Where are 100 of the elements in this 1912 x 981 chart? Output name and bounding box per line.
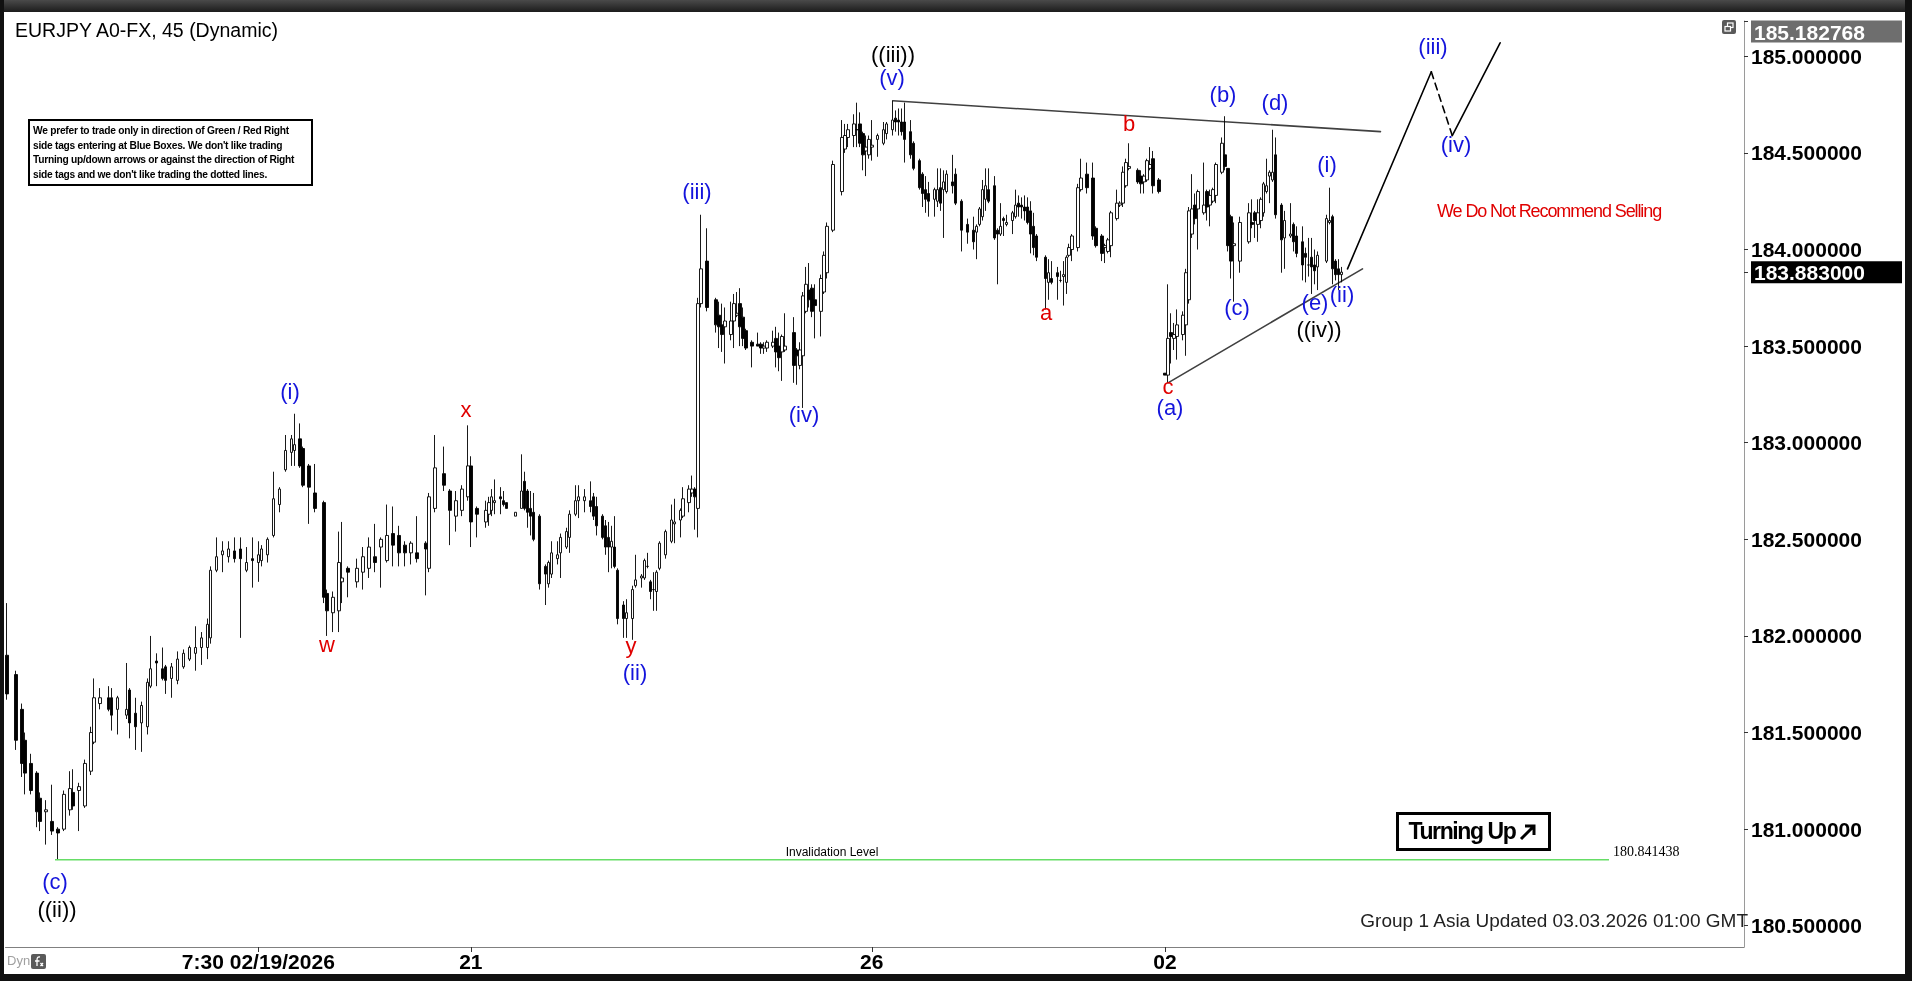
candlestick [595, 496, 598, 536]
candlestick [1280, 202, 1283, 274]
candlestick [738, 287, 742, 347]
candlestick [83, 759, 87, 809]
candlestick [723, 307, 727, 364]
annotation: w [319, 632, 335, 657]
candlestick [454, 490, 458, 533]
annotation: (c) [42, 869, 68, 894]
candlestick [1316, 251, 1319, 291]
candlestick [1256, 198, 1260, 243]
candlestick [313, 463, 317, 513]
annotation: (iv) [1440, 132, 1472, 157]
candlestick [607, 521, 610, 573]
candlestick [1029, 200, 1032, 254]
candlestick [750, 339, 754, 368]
candlestick [855, 102, 859, 148]
y-tick-label: 184.500000 [1751, 141, 1862, 165]
candlestick [625, 598, 628, 639]
candlestick [1085, 162, 1089, 194]
annotation: (iv) [788, 402, 820, 427]
candlestick [403, 540, 407, 567]
candlestick [634, 554, 637, 589]
candlestick [346, 565, 350, 598]
candlestick [155, 652, 158, 687]
text: Dyn [7, 953, 31, 969]
candlestick [559, 533, 562, 579]
y-tick-label: 184.000000 [1751, 238, 1862, 262]
candlestick [762, 341, 766, 355]
annotation: (iii) [682, 179, 712, 204]
candlestick [538, 513, 541, 591]
candlestick [391, 506, 395, 567]
candlestick [284, 434, 287, 473]
candlestick [251, 536, 254, 589]
candlestick [62, 790, 66, 832]
candlestick [484, 500, 488, 529]
candlestick [1139, 169, 1143, 194]
candlestick [792, 316, 796, 384]
annotation: ((ii)) [37, 897, 77, 922]
candlestick [5, 602, 9, 701]
candlestick [960, 198, 963, 252]
candlestick [717, 301, 721, 349]
candlestick [475, 506, 479, 538]
candlestick [227, 540, 230, 563]
candlestick [188, 645, 191, 662]
y-tick-label: 181.500000 [1751, 721, 1862, 745]
candlestick [307, 463, 311, 525]
candlestick [532, 492, 535, 542]
annotation: y [625, 633, 637, 658]
annotation: (b) [1209, 82, 1237, 107]
candlestick [1151, 150, 1155, 194]
annotation: (iii) [1418, 34, 1448, 59]
candlestick [924, 175, 927, 214]
candlestick [1247, 202, 1251, 245]
candlestick [1070, 233, 1074, 262]
candlestick [221, 540, 224, 573]
candlestick [1023, 194, 1026, 221]
candlestick [1166, 283, 1170, 384]
candlestick [110, 687, 113, 732]
candlestick [897, 108, 900, 136]
candlestick [272, 471, 275, 538]
candlestick [29, 753, 33, 795]
candlestick [245, 546, 248, 573]
annotation: We prefer to trade only in direction of Green / Red Right side tags entering at Blue Boxes. We don't like trading Turning up/down arrows or against the direction of Right side tags and we don't like trading the dotted lines. [33, 123, 296, 182]
candlestick [68, 770, 72, 817]
candlestick [864, 135, 868, 177]
candlestick [233, 536, 236, 563]
annotation: (i) [1317, 152, 1337, 177]
candlestick [577, 484, 580, 519]
candlestick [1175, 308, 1179, 361]
candlestick [520, 453, 523, 509]
candlestick [355, 558, 359, 589]
candlestick [448, 488, 452, 546]
annotation: x [460, 397, 472, 422]
candlestick [98, 687, 102, 710]
candlestick [35, 770, 39, 828]
candlestick [831, 160, 835, 233]
candlestick [44, 799, 48, 846]
y-tick-label: 183.883000 [1754, 261, 1865, 285]
candlestick [1109, 210, 1113, 258]
candlestick [1301, 225, 1304, 281]
candlestick [278, 486, 281, 513]
ref-line-label: Invalidation Level [785, 844, 879, 859]
candlestick [415, 515, 419, 563]
candlestick [1214, 162, 1218, 204]
annotation: (ii) [622, 660, 648, 685]
candlestick [116, 695, 119, 735]
candlestick [1157, 177, 1161, 194]
candlestick [840, 119, 844, 196]
candlestick [14, 670, 18, 751]
annotation: (c) [1224, 295, 1250, 320]
candlestick [176, 650, 179, 685]
annotation: (e) [1301, 290, 1329, 315]
candlestick [373, 523, 377, 573]
candlestick [442, 446, 446, 492]
candlestick [705, 227, 709, 312]
candlestick [870, 119, 874, 162]
candlestick [194, 625, 197, 672]
candlestick [613, 515, 616, 569]
y-tick-label: 180.500000 [1751, 914, 1862, 938]
candlestick [652, 571, 655, 612]
